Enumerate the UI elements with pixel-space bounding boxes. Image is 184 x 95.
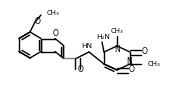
- Text: H₂N: H₂N: [96, 34, 110, 40]
- Text: N: N: [114, 44, 120, 53]
- Text: O: O: [35, 17, 41, 25]
- Text: O: O: [142, 48, 148, 57]
- Text: N: N: [126, 57, 132, 66]
- Text: O: O: [78, 65, 84, 74]
- Text: CH₃: CH₃: [148, 61, 161, 67]
- Text: O: O: [53, 29, 59, 38]
- Text: CH₃: CH₃: [111, 28, 123, 34]
- Text: HN: HN: [82, 43, 93, 49]
- Text: CH₃: CH₃: [47, 10, 60, 16]
- Text: O: O: [129, 65, 135, 74]
